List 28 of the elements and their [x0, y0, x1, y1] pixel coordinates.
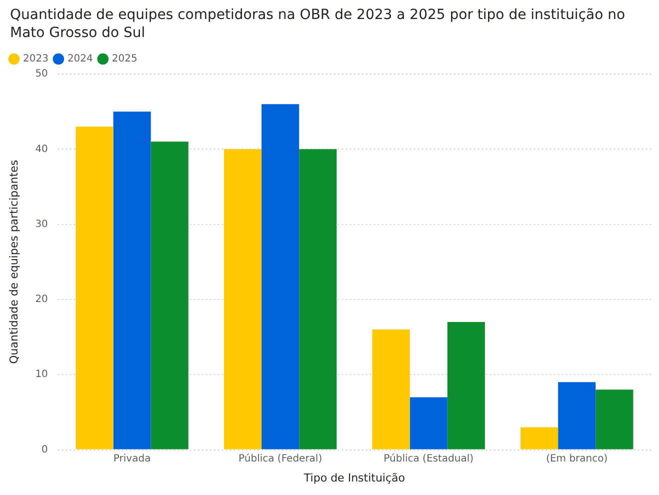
legend-label: 2023 — [23, 54, 48, 65]
x-tick-label: Privada — [113, 453, 151, 464]
x-tick-label: (Em branco) — [546, 453, 608, 464]
bar — [262, 104, 300, 450]
bar — [410, 397, 448, 450]
x-axis-title: Tipo de Instituição — [302, 471, 406, 484]
bar — [520, 427, 558, 450]
bar — [447, 322, 485, 450]
legend-label: 2025 — [112, 54, 138, 65]
y-axis-title: Quantidade de equipes participantes — [7, 160, 20, 364]
chart-title: Quantidade de equipes competidoras na OBR de 2023 a 2025 por tipo de instituição no Mato Grosso do Sul — [10, 6, 626, 42]
y-tick-label: 0 — [42, 444, 48, 456]
bar — [558, 382, 596, 450]
y-tick-label: 30 — [35, 218, 48, 230]
y-tick-label: 20 — [35, 294, 48, 306]
bar — [372, 330, 410, 450]
bar — [76, 126, 114, 450]
x-tick-label: Pública (Federal) — [238, 453, 322, 464]
legend-label: 2024 — [67, 54, 93, 65]
y-tick-label: 50 — [35, 68, 48, 80]
bar — [596, 390, 634, 450]
y-tick-label: 10 — [35, 369, 48, 380]
x-tick-label: Pública (Estadual) — [384, 453, 474, 464]
bar — [224, 149, 262, 450]
y-tick-label: 40 — [35, 144, 48, 155]
bar — [299, 149, 337, 450]
bar — [150, 142, 188, 450]
bar — [113, 112, 151, 450]
